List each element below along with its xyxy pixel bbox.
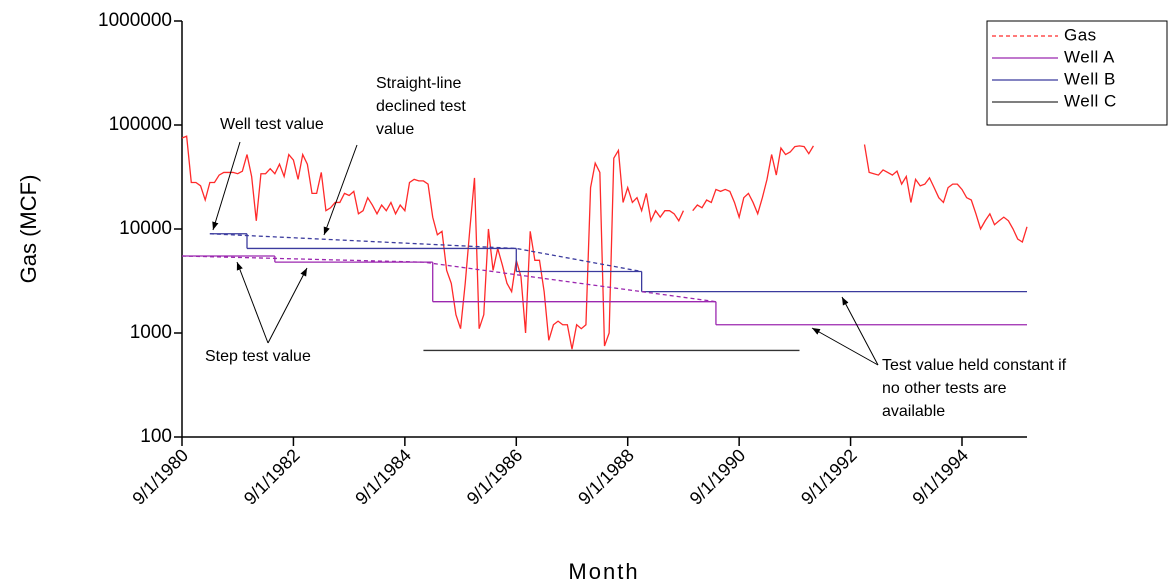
plot-area: 100 1000 10000 100000 1000000 9/1/1980 9/1/198… [98,10,1028,509]
arrow [323,144,358,236]
y-tick-label: 100 [140,426,172,447]
x-tick-label: 9/1/1982 [240,445,304,509]
legend-box [986,20,1168,126]
x-axis-title: Month [568,559,639,584]
data-line [181,135,1028,350]
y-tick-label: 10000 [119,218,172,239]
legend-label: Well C [1064,91,1117,110]
annotation: no other tests are [882,380,1007,397]
annotation: value [376,121,414,138]
declined-line [181,255,717,303]
annotation: Step test value [205,348,311,365]
annotation: Well test value [220,116,324,133]
x-tick-label: 9/1/1988 [574,445,638,509]
arrow [212,141,241,231]
y-axis-title: Gas (MCF) [16,175,41,284]
x-tick-label: 9/1/1980 [128,445,192,509]
arrow [267,267,308,344]
x-tick-label: 9/1/1990 [686,445,750,509]
x-tick-label: 9/1/1986 [463,445,527,509]
annotation: Test value held constant if [882,357,1067,374]
declined-line [209,233,642,273]
x-tick-label: 9/1/1994 [908,445,972,509]
y-tick-label: 1000 [130,322,172,343]
y-tick-label: 1000000 [98,10,172,31]
annotation: available [882,403,945,420]
legend-label: Gas [1064,25,1097,44]
annotation: declined test [376,98,466,115]
y-tick-label: 100000 [109,114,172,135]
legend-label: Well A [1064,47,1115,66]
arrow [236,261,269,344]
arrow [841,296,879,366]
legend-label: Well B [1064,69,1116,88]
annotation: Straight-line [376,75,461,92]
x-tick-label: 9/1/1984 [351,445,415,509]
arrow [811,327,879,366]
x-tick-label: 9/1/1992 [797,445,861,509]
